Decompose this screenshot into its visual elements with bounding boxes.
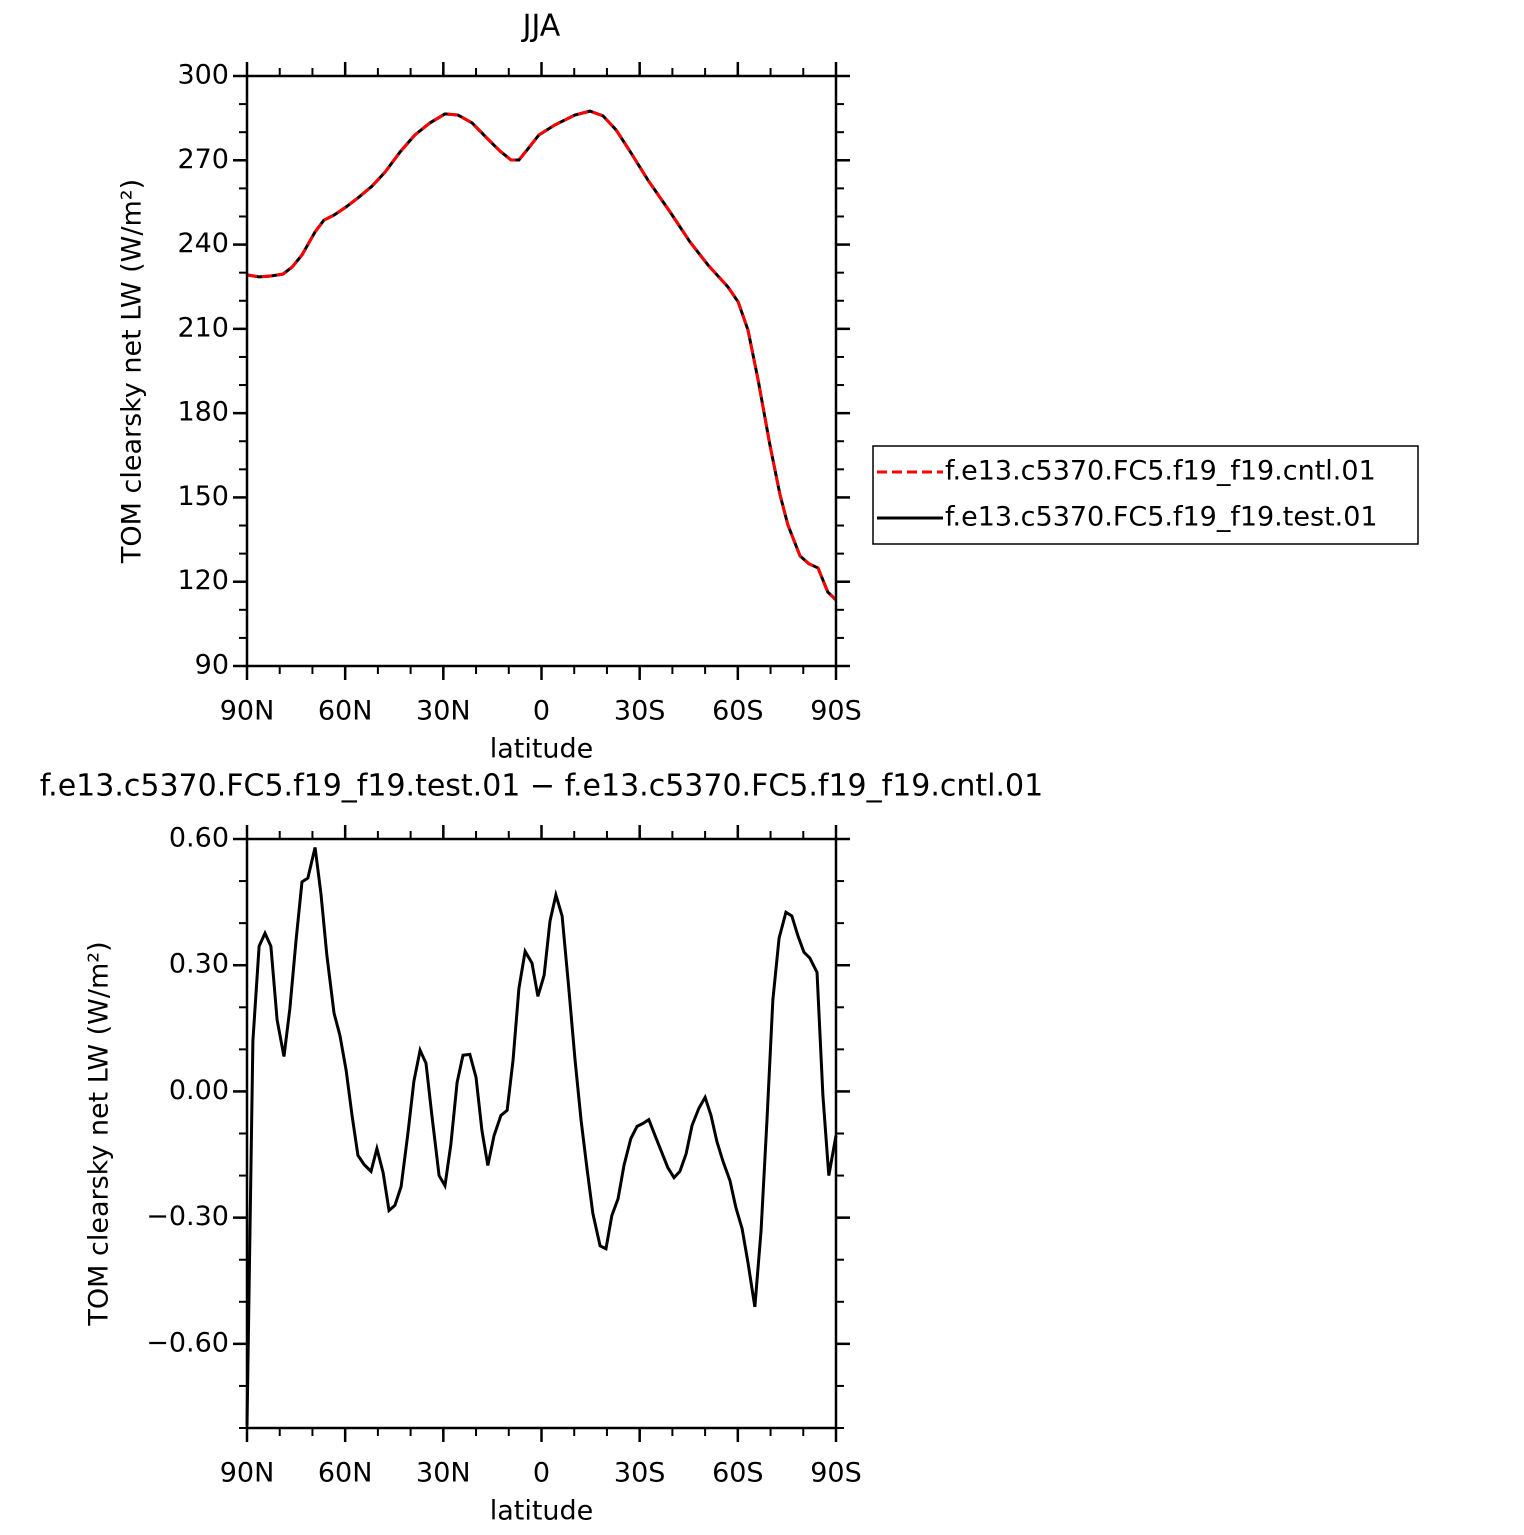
x-tick-label: 60S	[712, 1458, 764, 1489]
x-tick-label: 30N	[416, 1458, 471, 1489]
y-axis-label: TOM clearsky net LW (W/m²)	[84, 941, 115, 1326]
y-tick-label: 210	[177, 312, 229, 343]
plot-frame	[245, 837, 838, 1430]
legend-label: f.e13.c5370.FC5.f19_f19.cntl.01	[945, 456, 1376, 487]
plot-frame	[245, 74, 838, 668]
x-tick-label: 90S	[810, 696, 862, 727]
y-tick-label: 120	[177, 565, 229, 596]
x-tick-label: 90N	[220, 1458, 275, 1489]
data-line	[246, 109, 838, 602]
x-tick-label: 0	[533, 1458, 550, 1489]
y-tick-label: 0.00	[169, 1075, 229, 1106]
x-axis-label: latitude	[490, 734, 594, 765]
data-line	[246, 109, 838, 602]
legend-label: f.e13.c5370.FC5.f19_f19.test.01	[945, 502, 1378, 533]
x-tick-label: 30S	[614, 1458, 666, 1489]
x-tick-label: 90S	[810, 1458, 862, 1489]
y-tick-label: 90	[195, 650, 229, 681]
legend-box	[872, 445, 1419, 545]
chart-title: JJA	[521, 9, 561, 44]
x-axis-label: latitude	[490, 1496, 594, 1527]
x-tick-label: 60N	[318, 1458, 373, 1489]
y-tick-label: −0.60	[146, 1327, 229, 1358]
y-tick-label: 0.60	[169, 823, 229, 854]
y-tick-label: 300	[177, 60, 229, 91]
x-tick-label: 60N	[318, 696, 373, 727]
x-tick-label: 30N	[416, 696, 471, 727]
x-tick-label: 30S	[614, 696, 666, 727]
x-tick-label: 60S	[712, 696, 764, 727]
chart-title: f.e13.c5370.FC5.f19_f19.test.01 − f.e13.…	[40, 769, 1043, 804]
y-tick-label: 150	[177, 481, 229, 512]
data-line	[245, 847, 838, 1426]
y-tick-label: 240	[177, 228, 229, 259]
y-axis-label: TOM clearsky net LW (W/m²)	[117, 179, 148, 564]
y-tick-label: −0.30	[146, 1201, 229, 1232]
x-tick-label: 0	[533, 696, 550, 727]
y-tick-label: 270	[177, 144, 229, 175]
y-tick-label: 0.30	[169, 949, 229, 980]
y-tick-label: 180	[177, 397, 229, 428]
x-tick-label: 90N	[220, 696, 275, 727]
